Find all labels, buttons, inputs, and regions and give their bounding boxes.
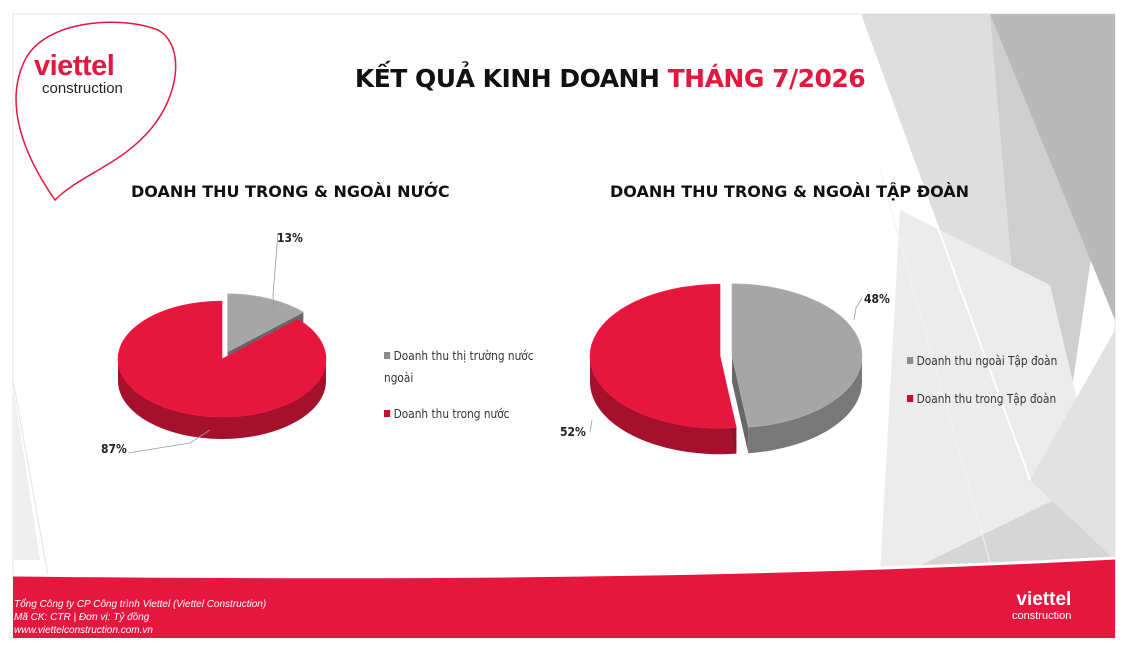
legend-swatch: [384, 352, 391, 359]
legend-label: Doanh thu thị trường nước ngoài: [384, 349, 534, 385]
pie2-legend: Doanh thu ngoài Tập đoàn Doanh thu trong…: [907, 350, 1107, 410]
legend-label: Doanh thu trong Tập đoàn: [916, 392, 1057, 406]
pie1-legend: Doanh thu thị trường nước ngoài Doanh th…: [384, 345, 554, 425]
legend-item: Doanh thu trong nước: [384, 403, 534, 425]
logo-sub: construction: [42, 80, 123, 97]
pie-slice-side: [748, 355, 862, 454]
pie2-label-inside: 52%: [560, 425, 586, 439]
pie1-label-domestic: 87%: [101, 442, 127, 456]
title-main: KẾT QUẢ KINH DOANH: [354, 64, 668, 93]
pie-slice-side: [590, 356, 737, 455]
pie1-label-foreign: 13%: [277, 231, 303, 245]
pie-slice-side: [118, 359, 326, 439]
footer-logo: viettel construction: [1012, 590, 1071, 623]
footer-logo-word: viettel: [1016, 589, 1072, 610]
footer-website[interactable]: www.viettelconstruction.com.vn: [14, 625, 153, 636]
logo-word: viettel: [34, 50, 115, 82]
chart1-title: DOANH THU TRONG & NGOÀI NƯỚC: [131, 182, 450, 201]
footer-logo-sub: construction: [1012, 610, 1072, 622]
pie-chart-domestic-foreign: [117, 232, 327, 454]
pie-tops: [589, 283, 863, 429]
pie-chart-group: [589, 283, 863, 455]
legend-swatch: [384, 410, 391, 417]
viettel-logo: viettel construction: [34, 52, 123, 98]
title-accent: THÁNG 7/2026: [667, 64, 866, 93]
pie-slice: [731, 283, 863, 428]
chart2-title: DOANH THU TRONG & NGOÀI TẬP ĐOÀN: [610, 182, 970, 201]
legend-label: Doanh thu ngoài Tập đoàn: [916, 354, 1058, 368]
legend-item: Doanh thu thị trường nước ngoài: [384, 345, 534, 389]
pie2-label-outside: 48%: [864, 292, 890, 306]
page-title: KẾT QUẢ KINH DOANH THÁNG 7/2026: [300, 64, 920, 93]
pie-slice: [589, 283, 737, 429]
legend-swatch: [907, 357, 914, 364]
footer-info: Tổng Công ty CP Công trình Viettel (Viet…: [14, 598, 266, 637]
footer-company: Tổng Công ty CP Công trình Viettel (Viet…: [14, 599, 267, 610]
pie-slice-edge: [731, 355, 749, 454]
leader-line: [272, 232, 279, 310]
footer-ticker: Mã CK: CTR | Đơn vị: Tỷ đồng: [14, 612, 150, 623]
legend-label: Doanh thu trong nước: [393, 407, 510, 421]
leader-line: [853, 297, 863, 321]
legend-item: Doanh thu trong Tập đoàn: [907, 388, 1083, 410]
pie-slice: [227, 293, 304, 353]
leader-line: [589, 419, 593, 433]
legend-swatch: [907, 395, 914, 402]
pie-tops: [117, 293, 327, 418]
pie-slice: [117, 300, 327, 418]
leader-line: [127, 429, 211, 454]
legend-item: Doanh thu ngoài Tập đoàn: [907, 350, 1083, 372]
